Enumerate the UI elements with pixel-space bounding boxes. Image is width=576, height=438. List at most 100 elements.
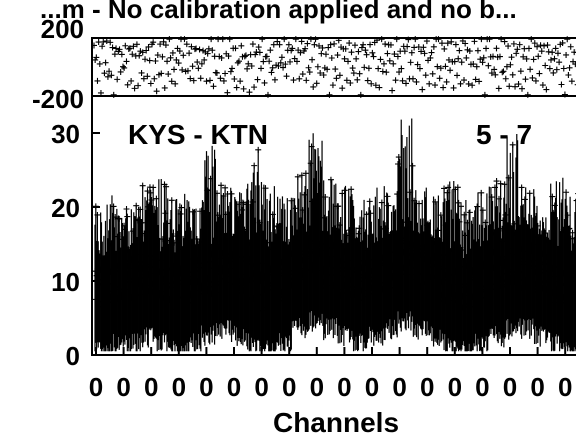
phase-point [246, 89, 253, 96]
amplitude-point [110, 203, 117, 210]
phase-point [485, 62, 492, 69]
phase-point [496, 53, 503, 60]
phase-point [263, 53, 270, 60]
xtick-label: 0 [475, 372, 489, 402]
amplitude-frame [91, 95, 576, 356]
phase-point [209, 47, 216, 54]
phase-point [469, 82, 476, 89]
amplitude-point [139, 182, 146, 189]
phase-point [136, 52, 143, 59]
amplitude-point [163, 183, 170, 190]
amplitude-point [341, 187, 348, 194]
phase-point [240, 85, 247, 92]
phase-point [408, 49, 415, 56]
phase-point [530, 56, 537, 63]
amplitude-point [193, 235, 200, 242]
phase-point [333, 75, 340, 82]
phase-point [130, 43, 137, 50]
phase-point [118, 51, 125, 58]
amplitude-point [255, 146, 262, 153]
phase-point [342, 45, 349, 52]
phase-point [102, 59, 109, 66]
phase-point [119, 63, 126, 70]
phase-point [154, 52, 161, 59]
phase-point [159, 53, 166, 60]
phase-point [364, 77, 371, 84]
phase-point [306, 69, 313, 76]
amplitude-point [133, 202, 140, 209]
phase-point [477, 56, 484, 63]
phase-point [362, 47, 369, 54]
phase-point [198, 60, 205, 67]
phase-point [268, 69, 275, 76]
phase-point [553, 66, 560, 73]
phase-point [550, 69, 557, 76]
ytick-label: 10 [51, 267, 80, 297]
phase-point [442, 63, 449, 70]
phase-point [399, 77, 406, 84]
phase-point [559, 39, 566, 46]
phase-point [114, 76, 121, 83]
phase-point [358, 44, 365, 51]
phase-point [420, 44, 427, 51]
phase-point [470, 61, 477, 68]
xtick-label: 0 [448, 372, 462, 402]
phase-point [361, 64, 368, 71]
phase-point [322, 51, 329, 58]
phase-point [316, 42, 323, 49]
phase-point [332, 66, 339, 73]
xtick-label: 0 [144, 372, 158, 402]
amplitude-points [92, 118, 576, 352]
phase-point [162, 42, 169, 49]
phase-point [157, 41, 164, 48]
phase-point [109, 44, 116, 51]
phase-point [474, 47, 481, 54]
phase-point [318, 50, 325, 57]
phase-point [320, 72, 327, 79]
phase-point [180, 52, 187, 59]
phase-point [167, 54, 174, 61]
phase-point [457, 80, 464, 87]
amplitude-point [478, 189, 485, 196]
phase-point [299, 71, 306, 78]
amplitude-point [150, 184, 157, 191]
amplitude-point [163, 220, 170, 227]
phase-point [334, 52, 341, 59]
phase-point [285, 41, 292, 48]
amplitude-point [94, 211, 101, 218]
phase-point [168, 78, 175, 85]
phase-point [171, 66, 178, 73]
phase-point [104, 73, 111, 80]
phase-point [213, 69, 220, 76]
phase-point [275, 63, 282, 70]
phase-point [447, 67, 454, 74]
phase-point [535, 53, 542, 60]
amplitude-point [384, 193, 391, 200]
phase-point [184, 67, 191, 74]
phase-point [492, 71, 499, 78]
phase-point [314, 63, 321, 70]
phase-point [238, 42, 245, 49]
amplitude-point [136, 216, 143, 223]
phase-point [303, 77, 310, 84]
amplitude-point [479, 207, 486, 214]
phase-point [554, 50, 561, 57]
phase-point [450, 84, 457, 91]
phase-point [452, 41, 459, 48]
phase-point [135, 82, 142, 89]
xtick-label: 0 [503, 372, 517, 402]
amplitude-point [298, 172, 305, 179]
phase-point [153, 88, 160, 95]
phase-point [158, 70, 165, 77]
amplitude-point [222, 184, 229, 191]
amplitude-point [124, 213, 131, 220]
phase-point [440, 84, 447, 91]
phase-point [331, 40, 338, 47]
phase-point [317, 69, 324, 76]
phase-point [537, 42, 544, 49]
amplitude-point [458, 203, 465, 210]
phase-point [375, 65, 382, 72]
phase-point [379, 68, 386, 75]
phase-point [462, 40, 469, 47]
xtick-label: 0 [282, 372, 296, 402]
